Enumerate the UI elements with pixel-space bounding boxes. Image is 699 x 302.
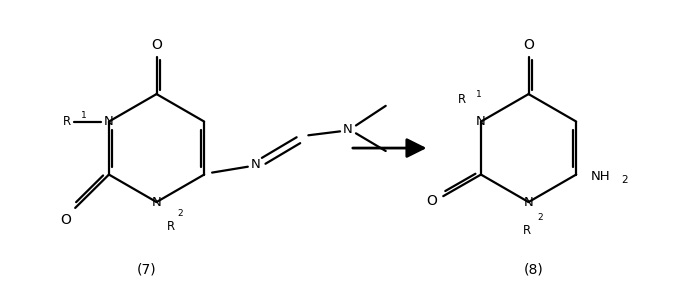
Text: R: R [458, 93, 466, 107]
Text: R: R [523, 224, 531, 237]
Text: 1: 1 [476, 90, 482, 98]
Text: R: R [166, 220, 175, 233]
Text: N: N [476, 115, 486, 128]
Text: 1: 1 [81, 111, 87, 120]
Text: (7): (7) [137, 263, 157, 277]
Text: 2: 2 [538, 213, 543, 222]
Text: N: N [343, 123, 353, 136]
Text: (8): (8) [524, 263, 543, 277]
Text: 2: 2 [621, 175, 628, 185]
Text: N: N [152, 195, 161, 209]
Text: O: O [151, 38, 162, 52]
Text: O: O [426, 194, 437, 208]
Text: NH: NH [591, 170, 611, 183]
Text: 2: 2 [178, 209, 183, 218]
Text: O: O [523, 38, 534, 52]
Text: N: N [104, 115, 114, 128]
Text: N: N [251, 158, 261, 171]
Text: R: R [63, 115, 71, 128]
Text: O: O [60, 213, 71, 227]
Text: N: N [524, 195, 533, 209]
